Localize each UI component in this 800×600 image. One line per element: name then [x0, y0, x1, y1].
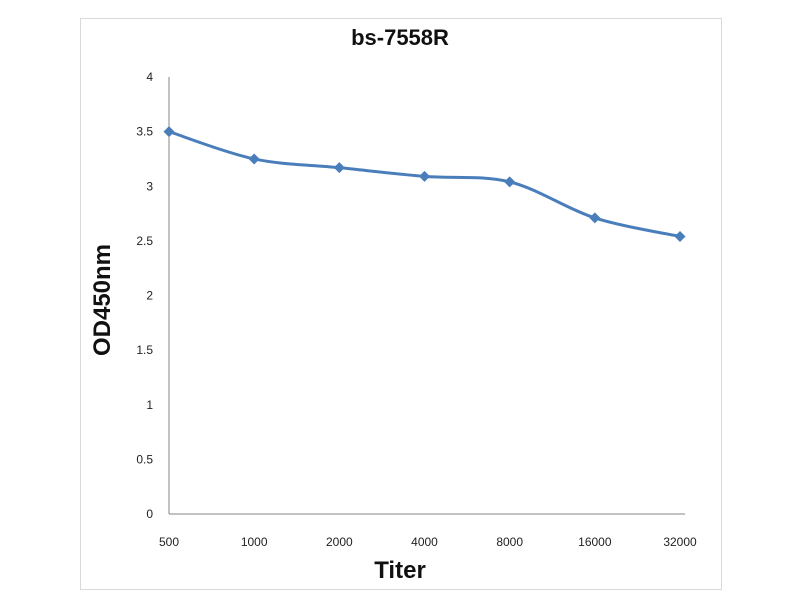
x-tick-label: 2000 [326, 535, 353, 549]
data-point-marker [419, 170, 430, 182]
data-point-marker [248, 153, 260, 165]
y-tick-label: 2.5 [136, 234, 153, 248]
y-tick-label: 3 [146, 179, 153, 193]
x-tick-label: 500 [159, 535, 179, 549]
x-axis-label: Titer [374, 557, 426, 584]
chart-frame [80, 18, 722, 590]
data-point-marker [674, 231, 686, 243]
data-point-marker [333, 162, 345, 174]
chart-title: bs-7558R [351, 25, 449, 50]
data-point-marker [589, 212, 601, 224]
y-tick-label: 3.5 [136, 125, 153, 139]
y-axis-label: OD450nm [89, 244, 116, 356]
x-tick-label: 4000 [411, 535, 438, 549]
data-point-marker [163, 126, 175, 138]
y-tick-label: 4 [146, 70, 153, 84]
x-tick-label: 8000 [496, 535, 523, 549]
y-tick-label: 2 [146, 289, 153, 303]
y-tick-label: 1 [146, 398, 153, 412]
y-tick-label: 1.5 [136, 343, 153, 357]
data-point-marker [504, 176, 516, 188]
x-tick-label: 16000 [578, 535, 612, 549]
x-tick-label: 1000 [241, 535, 268, 549]
y-tick-label: 0.5 [136, 452, 153, 466]
series-line [168, 130, 681, 238]
x-tick-label: 32000 [663, 535, 697, 549]
y-tick-label: 0 [146, 507, 153, 521]
